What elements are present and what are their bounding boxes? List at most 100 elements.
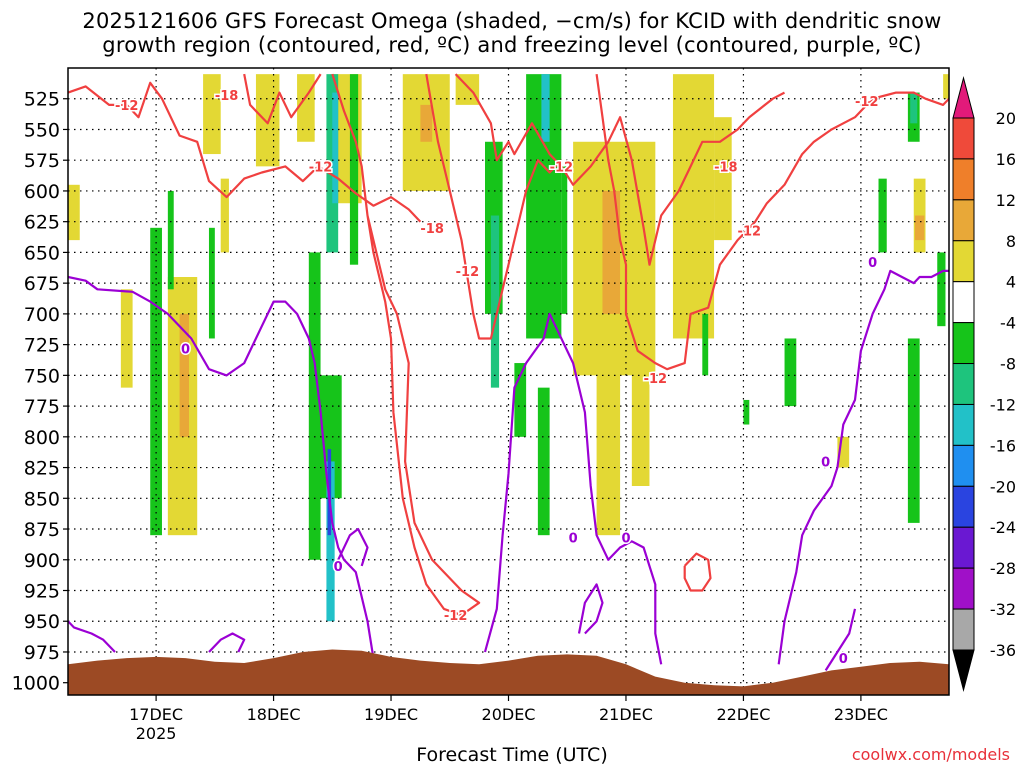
omega-cell-positive-4	[203, 74, 221, 155]
y-tick-label-975: 975	[24, 642, 60, 664]
omega-cell-positive-0	[68, 184, 80, 241]
y-tick-label-575: 575	[24, 150, 60, 172]
colorbar-bin--32--28	[952, 567, 975, 610]
omega-cell-positive-3	[179, 313, 189, 437]
y-tick-label-725: 725	[24, 335, 60, 357]
contour-label-red-0: -12	[115, 99, 139, 114]
colorbar-label--12: -12	[990, 395, 1016, 414]
omega-cell-negative-38	[561, 166, 568, 314]
omega-cell-negative-28	[318, 375, 342, 499]
colorbar-bin-8-12	[952, 199, 975, 242]
colorbar-label--24: -24	[990, 518, 1016, 537]
contour-label-purple-11: 0	[181, 342, 190, 357]
freezing-contour-6	[777, 269, 949, 665]
contour-label-red-4: -12	[456, 265, 480, 280]
colorbar-bin-16-20	[952, 117, 975, 160]
omega-cell-negative-33	[490, 215, 500, 388]
colorbar-bin-12-16	[952, 158, 975, 201]
axis-ticks: 525 550 575 600 625 650 675 700 725 750 775 800 825 8…	[12, 89, 888, 743]
snow-growth-contour-4	[454, 73, 786, 266]
contour-label-red-10: -12	[855, 95, 879, 110]
colorbar-bin--8--4	[952, 322, 975, 365]
contour-label-red-5: -12	[444, 609, 468, 624]
y-tick-label-825: 825	[24, 458, 60, 480]
omega-cell-negative-24	[208, 227, 215, 339]
omega-cell-negative-27	[332, 92, 339, 204]
omega-cell-negative-35	[541, 74, 550, 142]
contour-labels: -12 -18 -12 -18 -12 -12 -12 -18 -12 -12 -12 0 0 0 0 0 0 0	[113, 88, 880, 669]
freezing-contour-4	[483, 312, 663, 665]
y-tick-label-600: 600	[24, 181, 60, 203]
colorbar-label-12: 12	[996, 191, 1016, 210]
chart-title-line-1: 2025121606 GFS Forecast Omega (shaded, −…	[82, 9, 942, 33]
credit-text[interactable]: coolwx.com/models	[851, 745, 1010, 764]
contour-label-purple-16: 0	[868, 256, 877, 271]
omega-cell-positive-16	[672, 74, 715, 339]
y-tick-label-700: 700	[24, 304, 60, 326]
contour-label-red-1: -18	[215, 89, 239, 104]
omega-cell-negative-41	[784, 338, 797, 407]
x-tick-label-23DEC: 23DEC	[834, 705, 888, 724]
colorbar-bin--12--8	[952, 363, 975, 405]
y-tick-label-1000: 1000	[12, 673, 60, 695]
colorbar-label--20: -20	[990, 477, 1016, 496]
omega-cell-negative-45	[907, 338, 920, 523]
colorbar-label--32: -32	[990, 600, 1016, 619]
x-year-label: 2025	[136, 724, 177, 743]
snow-growth-contour-6	[683, 552, 712, 592]
colorbar-bin--16--12	[952, 403, 975, 446]
colorbar-label--8: -8	[1000, 355, 1016, 374]
y-tick-label-750: 750	[24, 365, 60, 387]
contour-label-red-2: -12	[309, 160, 333, 175]
colorbar-bin--24--20	[952, 485, 975, 528]
freezing-level-contours	[68, 269, 949, 671]
omega-cell-positive-5	[220, 178, 229, 253]
terrain-fill	[68, 649, 949, 695]
freezing-contour-1	[68, 620, 116, 653]
freezing-contour-7	[824, 608, 857, 671]
colorbar-label--16: -16	[990, 436, 1016, 455]
chart-title-line-2: growth region (contoured, red, ºC) and f…	[102, 33, 922, 57]
x-tick-label-17DEC: 17DEC	[129, 705, 183, 724]
contour-label-red-7: -18	[714, 160, 738, 175]
x-axis-label: Forecast Time (UTC)	[416, 744, 608, 766]
colorbar-bin--4-4	[952, 281, 975, 324]
freezing-contour-2	[208, 632, 246, 653]
snow-growth-contour-2	[331, 73, 481, 617]
colorbar-label-16: 16	[996, 150, 1016, 169]
omega-shading	[68, 74, 949, 622]
contour-label-purple-13: 0	[569, 532, 578, 547]
y-tick-label-675: 675	[24, 273, 60, 295]
freezing-contour-5	[577, 583, 604, 635]
freezing-contour-3	[337, 527, 369, 567]
contour-label-red-9: -12	[644, 372, 668, 387]
colorbar-bottom-arrow	[952, 649, 975, 692]
grid-lines	[68, 68, 949, 695]
colorbar-bin--36--32	[952, 608, 975, 651]
x-tick-label-18DEC: 18DEC	[247, 705, 301, 724]
y-tick-label-650: 650	[24, 242, 60, 264]
dendritic-growth-contours	[68, 73, 949, 617]
x-tick-label-22DEC: 22DEC	[716, 705, 770, 724]
contour-label-purple-15: 0	[821, 455, 830, 470]
omega-cell-negative-40	[743, 399, 750, 425]
omega-cell-negative-42	[878, 178, 887, 253]
colorbar-label--4: -4	[1000, 314, 1016, 333]
snow-growth-contour-5	[595, 73, 949, 371]
y-tick-label-875: 875	[24, 519, 60, 541]
y-tick-label-550: 550	[24, 119, 60, 141]
colorbar-label--28: -28	[990, 559, 1016, 578]
omega-cell-negative-36	[514, 363, 527, 437]
contour-label-purple-14: 0	[621, 532, 630, 547]
colorbar: 20 16 12 8 4 -4 -8 -12 -16 -20 -24 -28 -32 -36	[952, 76, 1016, 692]
contour-label-red-6: -12	[550, 160, 574, 175]
x-tick-label-20DEC: 20DEC	[482, 705, 536, 724]
omega-cell-negative-46	[937, 252, 946, 327]
omega-cell-negative-37	[537, 387, 550, 536]
y-tick-label-775: 775	[24, 396, 60, 418]
colorbar-bin--20--16	[952, 444, 975, 487]
snow-growth-contour-3	[425, 73, 563, 340]
x-tick-label-19DEC: 19DEC	[364, 705, 418, 724]
y-tick-label-800: 800	[24, 427, 60, 449]
colorbar-bin--28--24	[952, 526, 975, 569]
